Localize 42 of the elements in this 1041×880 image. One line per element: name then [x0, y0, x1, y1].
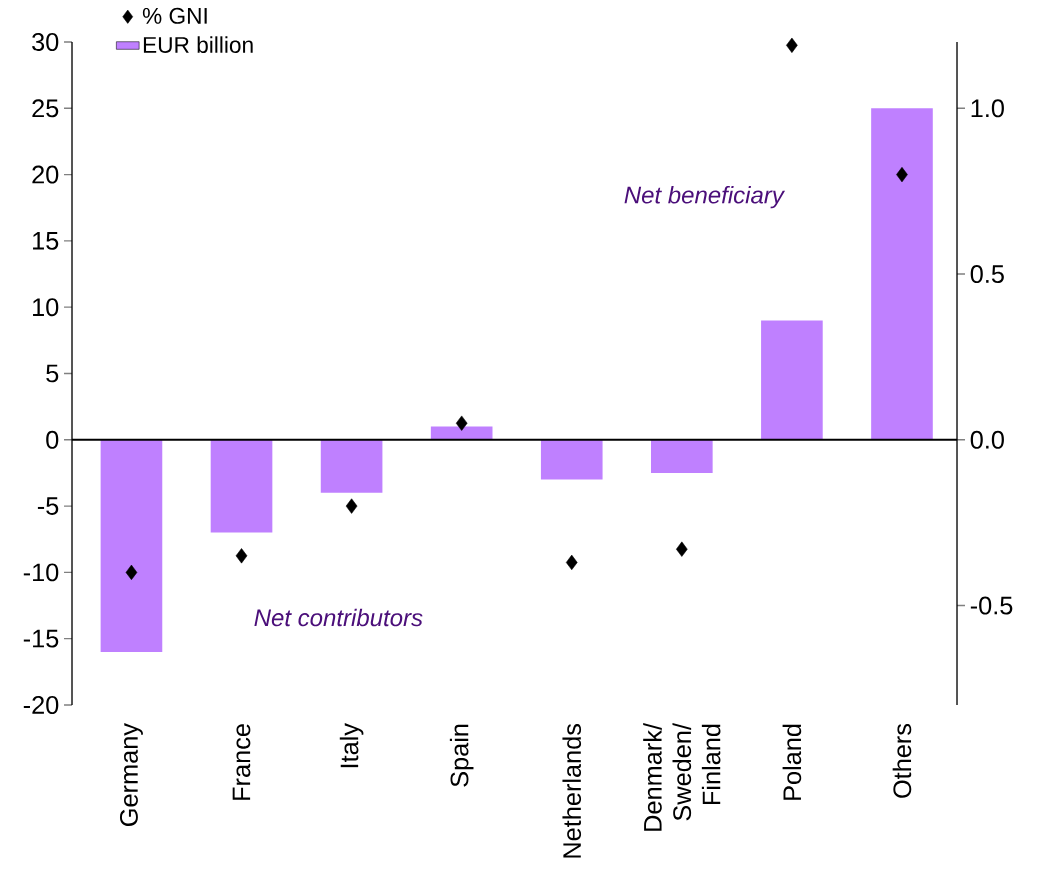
- annotation: Net beneficiary: [624, 185, 786, 209]
- y-tick-label: 10: [33, 298, 59, 317]
- y-tick-label: -15: [23, 629, 59, 648]
- point: [455, 415, 468, 431]
- bar: [100, 439, 163, 652]
- x-tick-label: Denmark/ Sweden/ Finland: [643, 723, 721, 831]
- y2-tick-label: -0.5: [970, 596, 1013, 615]
- bar: [651, 439, 713, 473]
- y-tick-label: 20: [32, 165, 59, 184]
- bar: [320, 439, 383, 493]
- bar: [871, 108, 933, 440]
- y-tick-label: -20: [23, 696, 59, 714]
- point: [565, 554, 578, 571]
- y2-tick-label: 1.0: [971, 99, 1004, 118]
- bar: [210, 439, 273, 533]
- point: [786, 37, 798, 53]
- point: [676, 541, 688, 557]
- point: [235, 548, 248, 564]
- y2-tick-label: 0.5: [970, 265, 1004, 284]
- y-tick-label: 25: [32, 99, 59, 118]
- y-tick-label: 15: [33, 232, 59, 250]
- x-tick-label: Netherlands: [562, 723, 582, 858]
- legend-label: % GNI: [142, 7, 207, 24]
- y-tick-label: -5: [37, 497, 59, 515]
- y-tick-label: 0: [46, 430, 59, 449]
- y-tick-label: -10: [23, 563, 59, 582]
- y2-tick-label: 0.0: [970, 430, 1004, 449]
- point: [345, 498, 358, 514]
- y-tick-label: 30: [32, 33, 59, 51]
- x-tick-label: Poland: [782, 724, 802, 800]
- bar: [540, 439, 603, 480]
- x-tick-label: Italy: [339, 723, 364, 768]
- annotation: Net contributors: [254, 608, 423, 627]
- bar: [761, 320, 823, 440]
- x-tick-label: Spain: [449, 724, 474, 787]
- x-tick-label: Germany: [119, 723, 143, 826]
- point: [125, 564, 138, 580]
- y-tick-label: 5: [46, 364, 59, 383]
- x-tick-label: France: [232, 724, 251, 800]
- legend-label: EUR billion: [143, 36, 253, 53]
- x-tick-label: Others: [892, 723, 912, 798]
- point: [896, 166, 908, 183]
